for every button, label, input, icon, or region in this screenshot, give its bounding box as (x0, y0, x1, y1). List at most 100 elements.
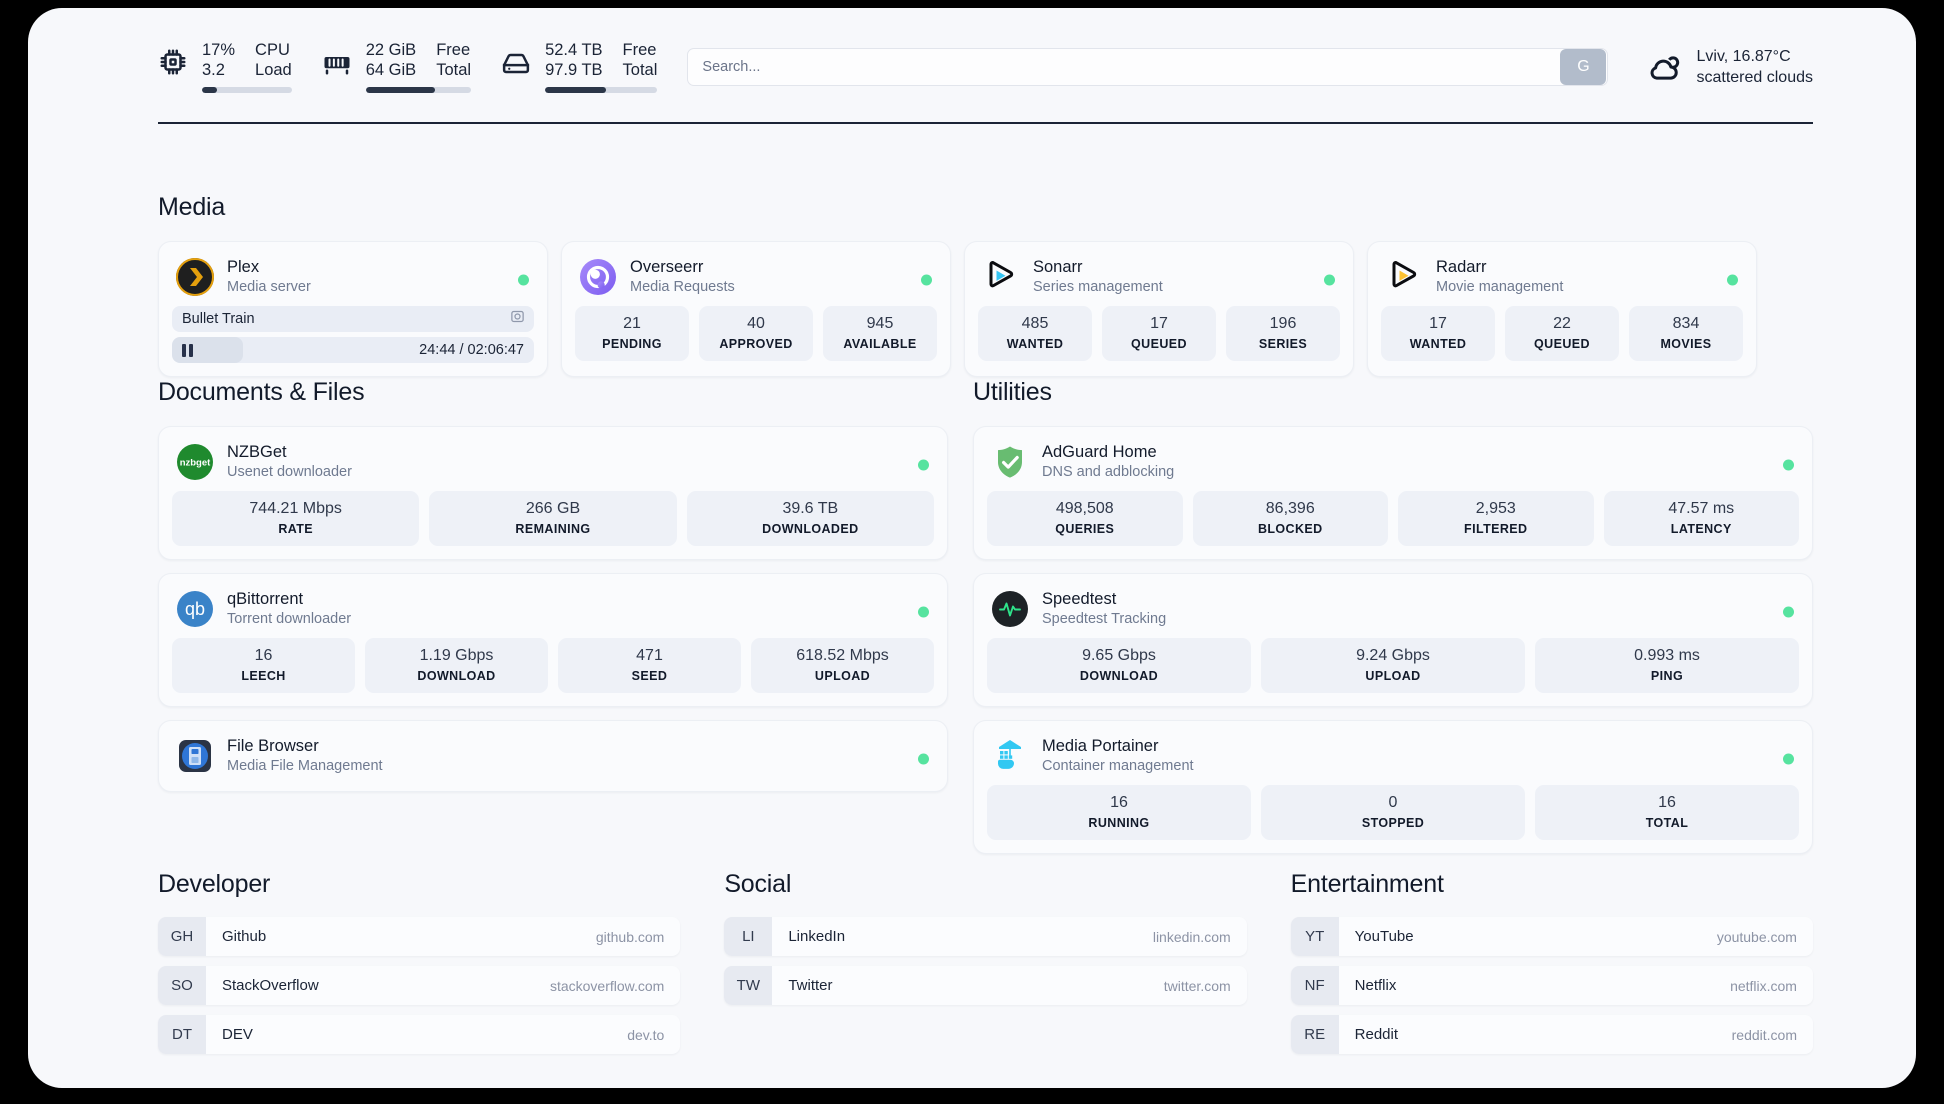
bookmark-group-entertainment: Entertainment YT YouTube youtube.com NF … (1290, 870, 1813, 1054)
card-sonarr[interactable]: Sonarr Series management 485 WANTED 17 Q… (964, 241, 1354, 377)
stat-label: QUEUED (1131, 337, 1187, 351)
media-section-title: Media (158, 193, 226, 221)
stat-value: 40 (747, 315, 765, 332)
card-subtitle: Container management (1042, 758, 1194, 774)
stat-value: 744.21 Mbps (249, 500, 342, 517)
bookmark-item[interactable]: DT DEV dev.to (158, 1015, 681, 1054)
bookmark-group-title: Developer (158, 870, 271, 898)
card-title: Plex (227, 258, 260, 276)
stat-label: STOPPED (1361, 816, 1425, 830)
portainer-logo-icon (991, 737, 1029, 775)
card-header: Speedtest Speedtest Tracking (987, 586, 1799, 638)
cpu-load-label: Load (255, 61, 292, 79)
cpu-load-value: 3.2 (202, 61, 225, 79)
bookmark-name: Reddit (1354, 1026, 1399, 1043)
stat-value: 86,396 (1265, 500, 1315, 517)
stat-label: UPLOAD (1365, 669, 1421, 683)
stat-tile: 9.24 Gbps UPLOAD (1261, 638, 1525, 693)
bookmark-item[interactable]: LI LinkedIn linkedin.com (724, 917, 1247, 956)
stat-value: 16 (254, 647, 273, 664)
bookmark-name: YouTube (1354, 928, 1414, 945)
stat-label: APPROVED (719, 337, 793, 351)
stat-tile: 16 LEECH (172, 638, 355, 693)
plex-progress-bar[interactable]: 24:44 / 02:06:47 (172, 337, 534, 363)
stat-label: FILTERED (1464, 522, 1528, 536)
stat-tile: 47.57 ms LATENCY (1603, 491, 1799, 546)
card-header: File Browser Media File Management (172, 733, 934, 785)
search-input[interactable] (688, 49, 1561, 85)
stat-tile: 834 MOVIES (1629, 306, 1743, 361)
bookmark-group-title: Social (724, 870, 792, 898)
card-radarr[interactable]: Radarr Movie management 17 WANTED 22 QUE… (1367, 241, 1757, 377)
sonarr-logo-icon (982, 258, 1020, 296)
bookmark-name: DEV (222, 1026, 253, 1043)
status-badge (918, 459, 929, 471)
bookmark-item[interactable]: NF Netflix netflix.com (1290, 966, 1813, 1005)
stat-tile: 2,953 FILTERED (1398, 491, 1594, 546)
stat-tile: 17 QUEUED (1102, 306, 1216, 361)
stat-tile: 86,396 BLOCKED (1192, 491, 1388, 546)
bookmark-name: StackOverflow (222, 977, 319, 994)
card-file-browser[interactable]: File Browser Media File Management (158, 720, 948, 792)
stat-value: 9.24 Gbps (1356, 647, 1430, 664)
stat-tile: 9.65 Gbps DOWNLOAD (987, 638, 1251, 693)
stat-label: SERIES (1258, 337, 1308, 351)
stat-tile: 39.6 TB DOWNLOADED (686, 491, 934, 546)
bookmark-url: dev.to (627, 1026, 665, 1043)
cloud-icon (1646, 49, 1682, 85)
card-title: Speedtest (1042, 590, 1117, 608)
bookmark-item[interactable]: SO StackOverflow stackoverflow.com (158, 966, 681, 1005)
bookmark-item[interactable]: GH Github github.com (158, 917, 681, 956)
stat-value: 17 (1150, 315, 1168, 332)
media-section: Media Plex Media server (158, 193, 1813, 377)
svg-text:nzbget: nzbget (180, 457, 211, 468)
adguard-shield-icon (991, 443, 1029, 481)
stats-row: 9.65 Gbps DOWNLOAD 9.24 Gbps UPLOAD 0.99… (987, 638, 1799, 693)
card-subtitle: DNS and adblocking (1042, 464, 1175, 480)
bookmark-url: stackoverflow.com (549, 977, 665, 994)
cast-icon[interactable] (510, 309, 525, 329)
card-overseerr[interactable]: Overseerr Media Requests 21 PENDING 40 A… (561, 241, 951, 377)
status-badge (918, 606, 929, 618)
stat-tile: 618.52 Mbps UPLOAD (751, 638, 934, 693)
plex-logo-icon (176, 257, 214, 296)
disk-free-value: 52.4 TB (545, 41, 603, 59)
weather-description: scattered clouds (1696, 69, 1813, 86)
weather-widget[interactable]: Lviv, 16.87°C scattered clouds (1646, 47, 1813, 87)
stats-row: 16 RUNNING 0 STOPPED 16 TOTAL (987, 785, 1799, 840)
stat-value: 2,953 (1475, 500, 1516, 517)
stat-label: DOWNLOAD (417, 669, 496, 683)
bookmark-group-social: Social LI LinkedIn linkedin.com TW Twitt… (724, 870, 1247, 1054)
card-plex[interactable]: Plex Media server Bullet Train (158, 241, 548, 377)
card-nzbget[interactable]: nzbget NZBGet Usenet downloader 744.21 M… (158, 426, 948, 560)
disk-free-label: Free (622, 41, 657, 59)
stat-tile: 196 SERIES (1226, 306, 1340, 361)
stat-tile: 40 APPROVED (699, 306, 813, 361)
dashboard-page: 17% 3.2 CPU Load (28, 8, 1916, 1088)
search-engine-button[interactable]: G (1560, 49, 1607, 85)
memory-icon (322, 47, 352, 77)
stat-label: MOVIES (1660, 337, 1712, 351)
card-title: NZBGet (227, 443, 287, 461)
card-title: Sonarr (1033, 258, 1083, 276)
bookmark-item[interactable]: YT YouTube youtube.com (1290, 917, 1813, 956)
search-box[interactable]: G (687, 48, 1609, 86)
status-badge (921, 274, 932, 286)
bookmarks-area: Developer GH Github github.com SO StackO… (158, 870, 1813, 1054)
speedtest-logo-icon (991, 590, 1029, 628)
plex-now-playing-title: Bullet Train (182, 311, 255, 327)
memory-free-value: 22 GiB (365, 41, 417, 59)
card-speedtest[interactable]: Speedtest Speedtest Tracking 9.65 Gbps D… (973, 573, 1813, 707)
bookmark-item[interactable]: RE Reddit reddit.com (1290, 1015, 1813, 1054)
stat-value: 16 (1658, 794, 1676, 811)
stats-row: 21 PENDING 40 APPROVED 945 AVAILABLE (575, 306, 937, 361)
bookmark-item[interactable]: TW Twitter twitter.com (724, 966, 1247, 1005)
card-media-portainer[interactable]: Media Portainer Container management 16 … (973, 720, 1813, 854)
card-qbittorrent[interactable]: qb qBittorrent Torrent downloader 16 LEE… (158, 573, 948, 707)
bookmark-group-developer: Developer GH Github github.com SO StackO… (158, 870, 681, 1054)
stat-label: AVAILABLE (843, 337, 917, 351)
pause-icon[interactable] (182, 343, 193, 357)
card-adguard-home[interactable]: AdGuard Home DNS and adblocking 498,508 … (973, 426, 1813, 560)
card-header: Plex Media server (172, 254, 534, 306)
stat-value: 1.19 Gbps (419, 647, 494, 664)
